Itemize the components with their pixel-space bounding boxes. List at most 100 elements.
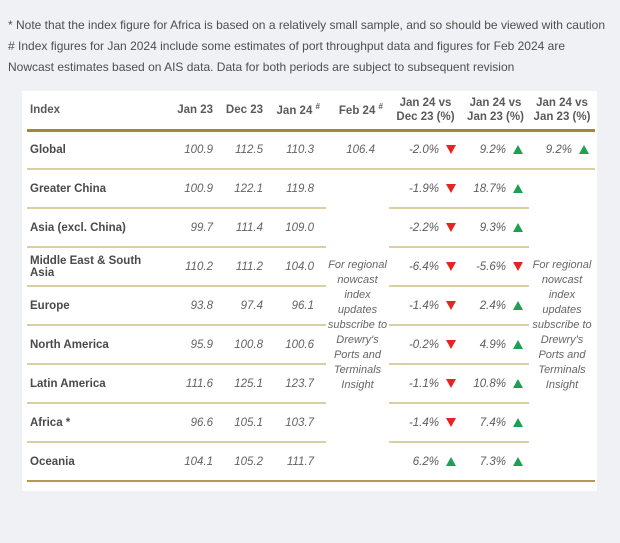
up-arrow-icon <box>513 339 523 349</box>
percent-value: 7.4% <box>479 416 506 429</box>
footnote-estimates: # Index figures for Jan 2024 include som… <box>8 39 566 74</box>
percent-value: 4.9% <box>479 338 506 351</box>
jan24-vs-dec23-cell: -1.4% <box>389 286 462 326</box>
index-table-card: Index Jan 23 Dec 23 Jan 24 # Feb 24 # Ja… <box>22 91 597 491</box>
jan24-vs-dec23-cell: -6.4% <box>389 247 462 287</box>
col-header-dec23: Dec 23 <box>218 91 268 132</box>
jan23-value: 104.1 <box>168 442 218 482</box>
jan24-vs-jan23-cell: 10.8% <box>462 364 529 404</box>
jan24-vs-dec23-cell: -1.4% <box>389 403 462 443</box>
table-row-global: Global 100.9 112.5 110.3 106.4 -2.0% 9.2… <box>27 130 595 170</box>
dec23-value: 105.2 <box>218 442 268 482</box>
dec23-value: 122.1 <box>218 169 268 209</box>
jan24-vs-jan23-cell: -5.6% <box>462 247 529 287</box>
jan24-vs-jan23-cell: 9.2% <box>462 130 529 170</box>
jan24-vs-dec23-cell: -0.2% <box>389 325 462 365</box>
region-label: North America <box>27 325 168 365</box>
feb24-value: 106.4 <box>326 130 389 170</box>
jan24-value: 103.7 <box>268 403 326 443</box>
jan24-vs-jan23-cell: 9.3% <box>462 208 529 248</box>
down-arrow-icon <box>446 417 456 427</box>
percent-value: 10.8% <box>473 377 506 390</box>
up-arrow-icon <box>446 456 456 466</box>
col-header-jan24-vs-jan23: Jan 24 vs Jan 23 (%) <box>462 91 529 132</box>
dec23-value: 97.4 <box>218 286 268 326</box>
table-row-middle-east-south-asia: Middle East & South Asia 110.2 111.2 104… <box>27 247 595 287</box>
promo-feb24-merged-cell: For regional nowcast index updates subsc… <box>326 169 389 482</box>
col-header-jan23: Jan 23 <box>168 91 218 132</box>
jan23-value: 100.9 <box>168 130 218 170</box>
jan24-vs-jan23-cell: 7.4% <box>462 403 529 443</box>
percent-value: -6.4% <box>408 260 439 273</box>
table-row-greater-china: Greater China 100.9 122.1 119.8 For regi… <box>27 169 595 482</box>
percent-value: 9.2% <box>545 143 572 156</box>
jan24-vs-jan23-cell-b: 9.2% <box>529 130 595 170</box>
down-arrow-icon <box>446 144 456 154</box>
region-label: Europe <box>27 286 168 326</box>
col-header-index: Index <box>27 91 168 132</box>
jan23-value: 95.9 <box>168 325 218 365</box>
jan24-vs-dec23-cell: 6.2% <box>389 442 462 482</box>
dec23-value: 125.1 <box>218 364 268 404</box>
up-arrow-icon <box>513 378 523 388</box>
percent-value: -1.4% <box>408 416 439 429</box>
jan23-value: 110.2 <box>168 247 218 287</box>
jan24-vs-dec23-cell: -1.1% <box>389 364 462 404</box>
dec23-value: 105.1 <box>218 403 268 443</box>
region-label: Asia (excl. China) <box>27 208 168 248</box>
percent-value: -1.4% <box>408 299 439 312</box>
jan24-value: 104.0 <box>268 247 326 287</box>
table-row-asia-excl-china: Asia (excl. China) 99.7 111.4 109.0 -2.2… <box>27 208 595 248</box>
jan24-value: 119.8 <box>268 169 326 209</box>
region-label: Latin America <box>27 364 168 404</box>
port-throughput-index-table: Index Jan 23 Dec 23 Jan 24 # Feb 24 # Ja… <box>27 91 595 482</box>
percent-value: 2.4% <box>479 299 506 312</box>
table-row-africa: Africa * 96.6 105.1 103.7 -1.4% 7.4% <box>27 403 595 443</box>
region-label: Africa * <box>27 403 168 443</box>
jan24-value: 109.0 <box>268 208 326 248</box>
jan24-value: 111.7 <box>268 442 326 482</box>
percent-value: -1.9% <box>408 182 439 195</box>
jan24-value: 123.7 <box>268 364 326 404</box>
promo-right-merged-cell: For regional nowcast index updates subsc… <box>529 169 595 482</box>
jan23-value: 100.9 <box>168 169 218 209</box>
dec23-value: 112.5 <box>218 130 268 170</box>
up-arrow-icon <box>513 222 523 232</box>
footnotes: * Note that the index figure for Africa … <box>0 0 620 78</box>
up-arrow-icon <box>513 456 523 466</box>
jan23-value: 111.6 <box>168 364 218 404</box>
jan24-vs-jan23-cell: 2.4% <box>462 286 529 326</box>
up-arrow-icon <box>513 300 523 310</box>
down-arrow-icon <box>513 261 523 271</box>
table-row-latin-america: Latin America 111.6 125.1 123.7 -1.1% 10… <box>27 364 595 404</box>
table-header-row: Index Jan 23 Dec 23 Jan 24 # Feb 24 # Ja… <box>27 91 595 132</box>
down-arrow-icon <box>446 261 456 271</box>
jan24-vs-jan23-cell: 7.3% <box>462 442 529 482</box>
percent-value: 9.3% <box>479 221 506 234</box>
percent-value: -1.1% <box>408 377 439 390</box>
down-arrow-icon <box>446 222 456 232</box>
down-arrow-icon <box>446 378 456 388</box>
up-arrow-icon <box>513 417 523 427</box>
percent-value: -5.6% <box>475 260 506 273</box>
col-header-jan24-vs-jan23-b: Jan 24 vs Jan 23 (%) <box>529 91 595 132</box>
percent-value: 6.2% <box>412 455 439 468</box>
region-label: Oceania <box>27 442 168 482</box>
estimate-marker: # <box>315 102 320 112</box>
table-row-north-america: North America 95.9 100.8 100.6 -0.2% 4.9… <box>27 325 595 365</box>
jan24-vs-dec23-cell: -2.0% <box>389 130 462 170</box>
jan24-value: 110.3 <box>268 130 326 170</box>
dec23-value: 111.2 <box>218 247 268 287</box>
jan24-value: 100.6 <box>268 325 326 365</box>
region-label: Greater China <box>27 169 168 209</box>
up-arrow-icon <box>513 144 523 154</box>
down-arrow-icon <box>446 339 456 349</box>
dec23-value: 111.4 <box>218 208 268 248</box>
jan24-vs-jan23-cell: 18.7% <box>462 169 529 209</box>
table-row-europe: Europe 93.8 97.4 96.1 -1.4% 2.4% <box>27 286 595 326</box>
col-header-jan24: Jan 24 # <box>268 91 326 132</box>
col-header-feb24-label: Feb 24 <box>338 105 376 118</box>
percent-value: -2.0% <box>408 143 439 156</box>
percent-value: -2.2% <box>408 221 439 234</box>
down-arrow-icon <box>446 300 456 310</box>
